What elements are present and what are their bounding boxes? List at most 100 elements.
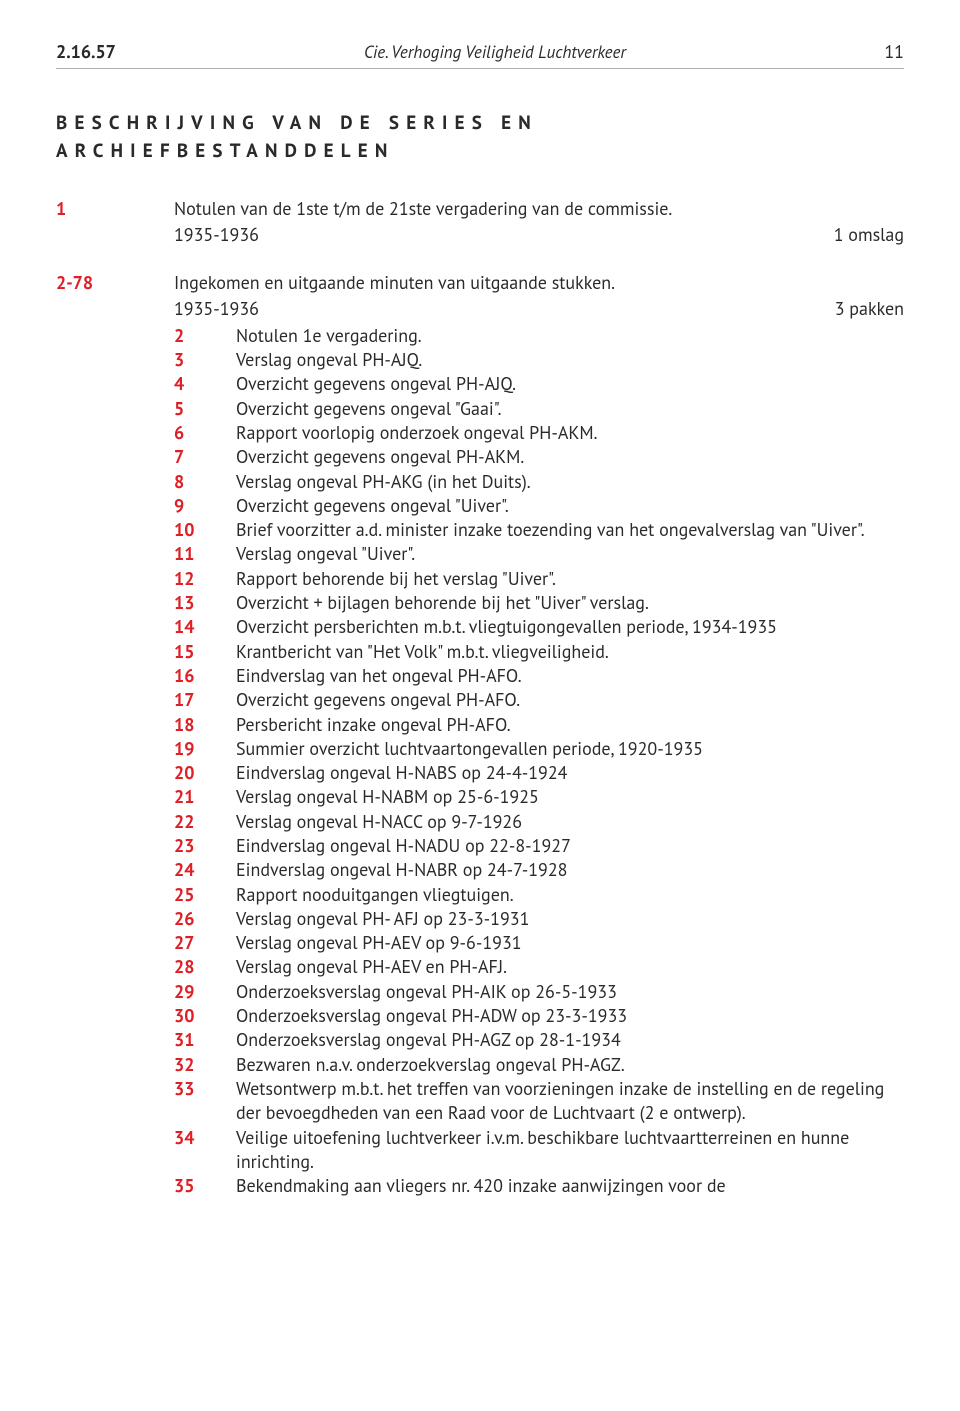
- indent-spacer: [56, 591, 174, 615]
- indent-spacer: [56, 494, 174, 518]
- sub-entry-row: 30Onderzoeksverslag ongeval PH-ADW op 23…: [56, 1004, 904, 1028]
- sub-entry-number: 18: [174, 713, 236, 737]
- sub-entry-row: 5Overzicht gegevens ongeval "Gaai".: [56, 397, 904, 421]
- sub-entry-text: Rapport voorlopig onderzoek ongeval PH-A…: [236, 421, 904, 445]
- sub-entry-text: Verslag ongeval PH- AFJ op 23-3-1931: [236, 907, 904, 931]
- content-list: 1Notulen van de 1ste t/m de 21ste vergad…: [56, 197, 904, 1199]
- block-spacer: [56, 249, 904, 271]
- sub-entry-text: Onderzoeksverslag ongeval PH-AIK op 26-5…: [236, 980, 904, 1004]
- sub-entry-text: Overzicht + bijlagen behorende bij het "…: [236, 591, 904, 615]
- sub-entry-text: Eindverslag ongeval H-NABS op 24-4-1924: [236, 761, 904, 785]
- entry-text: Ingekomen en uitgaande minuten van uitga…: [174, 271, 812, 295]
- sub-entry-row: 28Verslag ongeval PH-AEV en PH-AFJ.: [56, 955, 904, 979]
- sub-entry-row: 19Summier overzicht luchtvaartongevallen…: [56, 737, 904, 761]
- sub-entry-number: 29: [174, 980, 236, 1004]
- sub-entry-number: 16: [174, 664, 236, 688]
- sub-entry-number: 2: [174, 324, 236, 348]
- sub-entry-text: Verslag ongeval H-NABM op 25-6-1925: [236, 785, 904, 809]
- sub-entry-number: 14: [174, 615, 236, 639]
- indent-spacer: [56, 785, 174, 809]
- entry-text: 1935-1936: [174, 297, 812, 321]
- sub-entry-row: 15Krantbericht van "Het Volk" m.b.t. vli…: [56, 640, 904, 664]
- sub-entry-row: 24Eindverslag ongeval H-NABR op 24-7-192…: [56, 858, 904, 882]
- sub-entry-row: 23Eindverslag ongeval H-NADU op 22-8-192…: [56, 834, 904, 858]
- sub-entry-number: 19: [174, 737, 236, 761]
- section-heading-line1: BESCHRIJVING VAN DE SERIES EN: [56, 111, 904, 137]
- sub-entry-text: Overzicht gegevens ongeval PH-AJQ.: [236, 372, 904, 396]
- sub-entry-row: 7Overzicht gegevens ongeval PH-AKM.: [56, 445, 904, 469]
- sub-entry-text: Verslag ongeval PH-AJQ.: [236, 348, 904, 372]
- sub-entry-row: 6Rapport voorlopig onderzoek ongeval PH-…: [56, 421, 904, 445]
- sub-entry-text: Eindverslag ongeval H-NABR op 24-7-1928: [236, 858, 904, 882]
- page: 2.16.57 Cie. Verhoging Veiligheid Luchtv…: [0, 0, 960, 1411]
- sub-entry-number: 20: [174, 761, 236, 785]
- sub-entry-number: 12: [174, 567, 236, 591]
- sub-entry-text: Overzicht gegevens ongeval "Gaai".: [236, 397, 904, 421]
- indent-spacer: [56, 1004, 174, 1028]
- indent-spacer: [56, 567, 174, 591]
- indent-spacer: [56, 1028, 174, 1052]
- header-code: 2.16.57: [56, 40, 116, 64]
- section-heading-line2: ARCHIEFBESTANDDELEN: [56, 139, 904, 165]
- sub-entry-row: 31Onderzoeksverslag ongeval PH-AGZ op 28…: [56, 1028, 904, 1052]
- sub-entry-text: Notulen 1e vergadering.: [236, 324, 904, 348]
- entry-number: 1: [56, 197, 174, 221]
- indent-spacer: [56, 518, 174, 542]
- sub-entry-number: 6: [174, 421, 236, 445]
- indent-spacer: [56, 445, 174, 469]
- sub-entry-text: Brief voorzitter a.d. minister inzake to…: [236, 518, 904, 542]
- sub-entry-text: Bekendmaking aan vliegers nr. 420 inzake…: [236, 1174, 904, 1198]
- sub-entry-text: Verslag ongeval PH-AEV op 9-6-1931: [236, 931, 904, 955]
- entry-number: 2-78: [56, 271, 174, 295]
- sub-entry-number: 33: [174, 1077, 236, 1126]
- entry-extent: 1 omslag: [812, 223, 904, 247]
- sub-entry-number: 15: [174, 640, 236, 664]
- sub-entry-row: 9Overzicht gegevens ongeval "Uiver".: [56, 494, 904, 518]
- indent-spacer: [56, 470, 174, 494]
- sub-entry-number: 23: [174, 834, 236, 858]
- sub-entry-row: 25Rapport nooduitgangen vliegtuigen.: [56, 883, 904, 907]
- sub-entry-number: 7: [174, 445, 236, 469]
- sub-entry-row: 22Verslag ongeval H-NACC op 9-7-1926: [56, 810, 904, 834]
- sub-entry-number: 4: [174, 372, 236, 396]
- sub-entry-row: 26Verslag ongeval PH- AFJ op 23-3-1931: [56, 907, 904, 931]
- sub-entry-text: Verslag ongeval PH-AEV en PH-AFJ.: [236, 955, 904, 979]
- sub-entry-number: 21: [174, 785, 236, 809]
- sub-entry-number: 22: [174, 810, 236, 834]
- sub-entry-row: 21Verslag ongeval H-NABM op 25-6-1925: [56, 785, 904, 809]
- sub-entry-row: 2Notulen 1e vergadering.: [56, 324, 904, 348]
- sub-entry-number: 32: [174, 1053, 236, 1077]
- sub-entry-text: Overzicht gegevens ongeval "Uiver".: [236, 494, 904, 518]
- indent-spacer: [56, 372, 174, 396]
- sub-entry-number: 26: [174, 907, 236, 931]
- indent-spacer: [56, 980, 174, 1004]
- indent-spacer: [56, 664, 174, 688]
- sub-entry-row: 4Overzicht gegevens ongeval PH-AJQ.: [56, 372, 904, 396]
- sub-entry-row: 17Overzicht gegevens ongeval PH-AFO.: [56, 688, 904, 712]
- sub-entry-text: Rapport nooduitgangen vliegtuigen.: [236, 883, 904, 907]
- sub-entry-text: Persbericht inzake ongeval PH-AFO.: [236, 713, 904, 737]
- sub-entry-text: Eindverslag van het ongeval PH-AFO.: [236, 664, 904, 688]
- sub-entry-text: Verslag ongeval H-NACC op 9-7-1926: [236, 810, 904, 834]
- entry-extent: [812, 271, 904, 295]
- sub-entry-row: 10Brief voorzitter a.d. minister inzake …: [56, 518, 904, 542]
- indent-spacer: [56, 542, 174, 566]
- entry-row: 2-78Ingekomen en uitgaande minuten van u…: [56, 271, 904, 295]
- sub-entry-text: Overzicht gegevens ongeval PH-AKM.: [236, 445, 904, 469]
- header-title: Cie. Verhoging Veiligheid Luchtverkeer: [116, 41, 874, 64]
- sub-entry-number: 3: [174, 348, 236, 372]
- sub-entry-text: Overzicht persberichten m.b.t. vliegtuig…: [236, 615, 904, 639]
- entry-text: Notulen van de 1ste t/m de 21ste vergade…: [174, 197, 812, 221]
- sub-entry-row: 27Verslag ongeval PH-AEV op 9-6-1931: [56, 931, 904, 955]
- indent-spacer: [56, 907, 174, 931]
- indent-spacer: [56, 834, 174, 858]
- sub-entry-row: 8Verslag ongeval PH-AKG (in het Duits).: [56, 470, 904, 494]
- indent-spacer: [56, 615, 174, 639]
- sub-entry-text: Summier overzicht luchtvaartongevallen p…: [236, 737, 904, 761]
- sub-entry-text: Overzicht gegevens ongeval PH-AFO.: [236, 688, 904, 712]
- sub-entry-row: 13Overzicht + bijlagen behorende bij het…: [56, 591, 904, 615]
- indent-spacer: [56, 397, 174, 421]
- sub-entry-row: 20Eindverslag ongeval H-NABS op 24-4-192…: [56, 761, 904, 785]
- sub-entry-text: Bezwaren n.a.v. onderzoekverslag ongeval…: [236, 1053, 904, 1077]
- indent-spacer: [56, 1126, 174, 1175]
